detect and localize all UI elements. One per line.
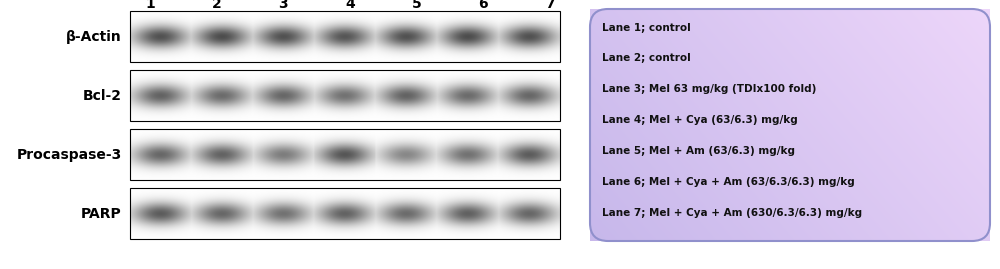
Text: 2: 2 [212,0,222,11]
Text: PARP: PARP [81,207,122,221]
Text: β-Actin: β-Actin [66,30,122,44]
Text: 3: 3 [279,0,288,11]
Text: Lane 3; Mel 63 mg/kg (TDIx100 fold): Lane 3; Mel 63 mg/kg (TDIx100 fold) [602,84,816,94]
Text: 5: 5 [412,0,422,11]
Text: Bcl-2: Bcl-2 [83,89,122,102]
Text: 4: 4 [345,0,355,11]
Text: 6: 6 [479,0,488,11]
Bar [130,11,560,62]
Text: Lane 1; control: Lane 1; control [602,23,691,33]
Bar [130,188,560,239]
Text: Lane 2; control: Lane 2; control [602,54,691,63]
Text: Procaspase-3: Procaspase-3 [17,147,122,161]
Text: Lane 5; Mel + Am (63/6.3) mg/kg: Lane 5; Mel + Am (63/6.3) mg/kg [602,146,795,156]
Bar [130,129,560,180]
Text: 1: 1 [145,0,155,11]
Text: 7: 7 [545,0,555,11]
Text: Lane 6; Mel + Cya + Am (63/6.3/6.3) mg/kg: Lane 6; Mel + Cya + Am (63/6.3/6.3) mg/k… [602,177,855,187]
Bar [130,70,560,121]
Text: Lane 4; Mel + Cya (63/6.3) mg/kg: Lane 4; Mel + Cya (63/6.3) mg/kg [602,115,798,125]
Text: Lane 7; Mel + Cya + Am (630/6.3/6.3) mg/kg: Lane 7; Mel + Cya + Am (630/6.3/6.3) mg/… [602,208,862,218]
